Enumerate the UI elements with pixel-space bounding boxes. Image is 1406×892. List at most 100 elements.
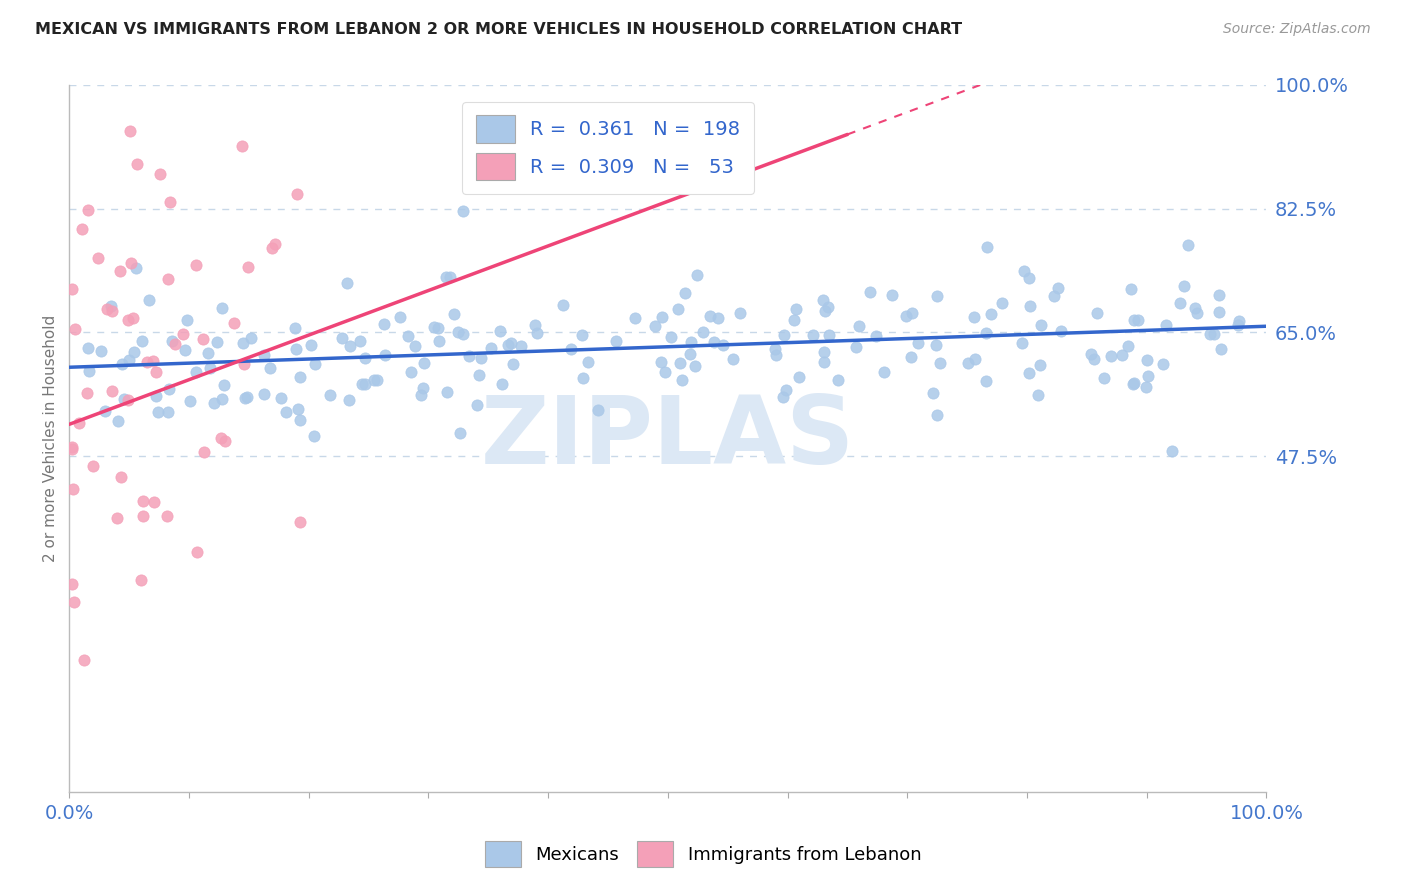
Point bbox=[880, 288, 903, 302]
Point bbox=[785, 302, 807, 317]
Point bbox=[304, 428, 326, 442]
Point bbox=[396, 329, 419, 343]
Point bbox=[299, 338, 322, 352]
Point bbox=[1208, 304, 1230, 318]
Point bbox=[605, 334, 627, 348]
Point bbox=[259, 361, 281, 376]
Point bbox=[337, 393, 360, 408]
Point bbox=[197, 346, 219, 360]
Y-axis label: 2 or more Vehicles in Household: 2 or more Vehicles in Household bbox=[44, 315, 58, 562]
Point bbox=[202, 396, 225, 410]
Point bbox=[772, 390, 794, 404]
Point bbox=[1154, 318, 1177, 332]
Point bbox=[211, 301, 233, 315]
Point bbox=[176, 313, 198, 327]
Point bbox=[1136, 353, 1159, 368]
Point bbox=[783, 312, 806, 326]
Point bbox=[231, 138, 253, 153]
Point bbox=[142, 353, 165, 368]
Point bbox=[214, 434, 236, 448]
Point bbox=[679, 347, 702, 361]
Point bbox=[1135, 379, 1157, 393]
Point bbox=[1092, 371, 1115, 385]
Point bbox=[1099, 349, 1122, 363]
Point bbox=[110, 470, 132, 484]
Point bbox=[1029, 358, 1052, 372]
Point bbox=[491, 376, 513, 391]
Point bbox=[108, 264, 131, 278]
Text: Source: ZipAtlas.com: Source: ZipAtlas.com bbox=[1223, 22, 1371, 37]
Point bbox=[193, 445, 215, 459]
Point bbox=[96, 302, 118, 317]
Point bbox=[1011, 335, 1033, 350]
Point bbox=[523, 318, 546, 332]
Point bbox=[1026, 388, 1049, 402]
Point bbox=[976, 240, 998, 254]
Point bbox=[62, 595, 84, 609]
Point bbox=[304, 357, 326, 371]
Point bbox=[699, 309, 721, 323]
Point bbox=[922, 386, 945, 401]
Point bbox=[925, 289, 948, 303]
Point bbox=[157, 405, 180, 419]
Point bbox=[1122, 312, 1144, 326]
Point bbox=[673, 285, 696, 300]
Point bbox=[388, 310, 411, 325]
Point bbox=[1173, 278, 1195, 293]
Point bbox=[132, 508, 155, 523]
Point bbox=[669, 356, 692, 370]
Point bbox=[686, 268, 709, 283]
Point bbox=[499, 335, 522, 350]
Point bbox=[900, 350, 922, 364]
Point bbox=[270, 392, 292, 406]
Point bbox=[963, 351, 986, 366]
Point bbox=[434, 269, 457, 284]
Point bbox=[1042, 289, 1064, 303]
Point bbox=[1018, 271, 1040, 285]
Point bbox=[288, 369, 311, 384]
Point bbox=[1152, 357, 1174, 371]
Point bbox=[411, 388, 433, 402]
Point bbox=[412, 381, 434, 395]
Point bbox=[479, 341, 502, 355]
Point bbox=[1204, 327, 1226, 342]
Point bbox=[73, 653, 96, 667]
Point bbox=[728, 306, 751, 320]
Point bbox=[859, 285, 882, 299]
Point bbox=[586, 403, 609, 417]
Point bbox=[1126, 312, 1149, 326]
Point bbox=[1118, 339, 1140, 353]
Point bbox=[135, 355, 157, 369]
Point bbox=[117, 392, 139, 407]
Point bbox=[205, 335, 228, 350]
Point bbox=[1168, 296, 1191, 310]
Point bbox=[707, 310, 730, 325]
Point bbox=[1018, 299, 1040, 313]
Point bbox=[436, 385, 458, 400]
Point bbox=[101, 384, 124, 399]
Point bbox=[60, 577, 83, 591]
Point bbox=[285, 187, 308, 202]
Point bbox=[118, 352, 141, 367]
Point bbox=[865, 329, 887, 343]
Point bbox=[110, 358, 132, 372]
Point bbox=[354, 376, 377, 391]
Point bbox=[1226, 318, 1249, 333]
Point bbox=[260, 241, 283, 255]
Point bbox=[191, 333, 214, 347]
Point bbox=[650, 355, 672, 369]
Point bbox=[60, 441, 83, 455]
Point bbox=[287, 401, 309, 416]
Point bbox=[67, 417, 90, 431]
Point bbox=[283, 321, 305, 335]
Legend: R =  0.361   N =  198, R =  0.309   N =   53: R = 0.361 N = 198, R = 0.309 N = 53 bbox=[463, 102, 754, 194]
Point bbox=[186, 545, 208, 559]
Point bbox=[253, 348, 276, 362]
Point bbox=[848, 319, 870, 334]
Point bbox=[1111, 348, 1133, 362]
Point bbox=[765, 347, 787, 361]
Point bbox=[1122, 376, 1144, 390]
Point bbox=[644, 319, 666, 334]
Point bbox=[1185, 306, 1208, 320]
Point bbox=[845, 340, 868, 354]
